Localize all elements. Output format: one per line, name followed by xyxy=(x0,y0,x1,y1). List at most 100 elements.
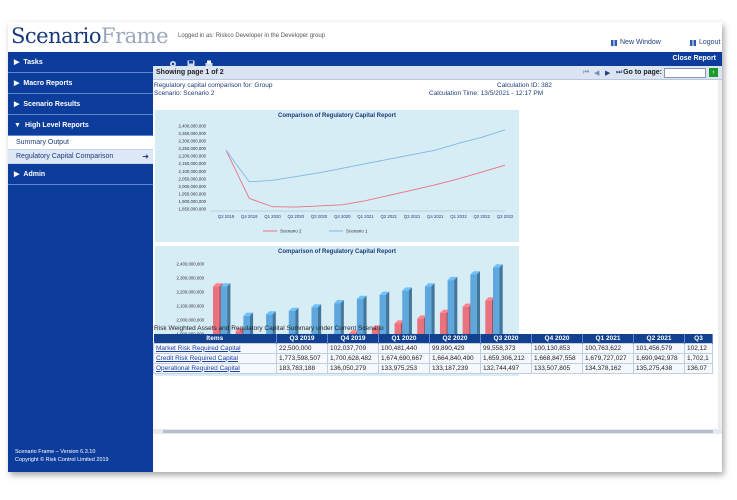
sidebar-section-scenario-results[interactable]: ▶ Scenario Results xyxy=(8,94,153,115)
bar xyxy=(288,310,296,348)
table-row: Credit Risk Required Capital 1,773,598,5… xyxy=(153,352,713,364)
first-page-icon[interactable]: ⏮ xyxy=(583,69,590,76)
table-cell: 136,050,279 xyxy=(327,362,379,374)
sidebar-section-macro-reports[interactable]: ▶ Macro Reports xyxy=(8,73,153,94)
bar-side xyxy=(431,283,435,348)
sidebar-item-regulatory-capital-comparison[interactable]: Regulatory Capital Comparison ➜ xyxy=(8,150,153,164)
sidebar-section-label: Macro Reports xyxy=(23,79,73,87)
bar-top xyxy=(424,283,435,287)
sidebar-item-summary-output[interactable]: Summary Output xyxy=(8,136,153,150)
close-report-button[interactable]: Close Report xyxy=(672,55,716,62)
operational-capital-link[interactable]: Operational Required Capital xyxy=(153,362,277,374)
new-window-link[interactable]: New Window xyxy=(611,39,661,46)
goto-page-input[interactable] xyxy=(664,68,706,78)
bar-top xyxy=(235,328,246,332)
next-page-icon[interactable]: ▶ xyxy=(605,70,611,77)
market-risk-link[interactable]: Market Risk Required Capital xyxy=(153,342,277,354)
series-line xyxy=(225,129,506,183)
collapse-arrow-icon: ▼ xyxy=(14,121,21,129)
sidebar-section-admin[interactable]: ▶ Admin xyxy=(8,164,153,185)
table-cell: 136,07 xyxy=(684,362,713,374)
sidebar: ▶ Tasks ▶ Macro Reports ▶ Scenario Results … xyxy=(8,52,153,472)
bar-side xyxy=(227,283,231,348)
new-window-icon xyxy=(611,39,617,46)
bar xyxy=(470,274,477,348)
logo-light-text: Frame xyxy=(101,24,169,48)
line-chart-title: Comparison of Regulatory Capital Report xyxy=(277,113,396,119)
table-cell: 133,975,253 xyxy=(378,362,430,374)
line-chart-card: 2,400,000,000 2,350,000,000 2,300,000,000 2… xyxy=(155,110,519,242)
y-tick-label: 2,150,000,000 xyxy=(179,161,207,166)
expand-arrow-icon: ▶ xyxy=(14,80,20,87)
x-tick-label: Q2 2020 xyxy=(288,214,305,219)
bar-top xyxy=(447,276,458,281)
sidebar-section-label: Tasks xyxy=(23,58,43,66)
table-cell: 1,702,1 xyxy=(684,352,713,364)
comparison-for-text: Regulatory capital comparison for: Group xyxy=(154,82,273,89)
x-tick-label: Q4 2021 xyxy=(427,214,444,219)
bar xyxy=(493,267,500,348)
table-cell: 132,744,497 xyxy=(480,362,532,374)
credit-risk-link[interactable]: Credit Risk Required Capital xyxy=(153,352,277,364)
table-cell: 99,890,429 xyxy=(429,342,481,354)
bar-top xyxy=(439,309,450,313)
prev-page-icon[interactable]: ◀ xyxy=(594,70,600,77)
scrollbar-thumb[interactable] xyxy=(163,430,713,433)
table-cell: 100,481,440 xyxy=(378,342,430,354)
print-icon[interactable] xyxy=(205,55,213,67)
column-header: Q3 xyxy=(684,334,713,343)
last-page-icon[interactable]: ⏭ xyxy=(616,69,623,76)
table-cell: 102,12 xyxy=(684,342,713,354)
table-cell: 1,659,306,212 xyxy=(480,352,532,364)
gear-icon[interactable] xyxy=(169,55,177,67)
copyright-text: Copyright © Risk Control Limited 2019 xyxy=(15,457,109,463)
table-cell: 102,037,709 xyxy=(327,342,379,354)
report-toolbar: Close Report xyxy=(153,52,722,68)
vertical-scrollbar[interactable] xyxy=(718,80,722,430)
bar xyxy=(311,307,318,348)
bar-top xyxy=(371,325,382,329)
bar-top xyxy=(402,287,412,291)
bar xyxy=(462,306,470,348)
page-status: Showing page 1 of 2 xyxy=(156,69,224,76)
column-header: Q1 2020 xyxy=(378,334,430,343)
table-cell: 1,664,840,490 xyxy=(429,352,481,364)
new-window-label: New Window xyxy=(620,39,661,46)
logout-link[interactable]: Logout xyxy=(690,39,720,46)
bar xyxy=(439,313,447,348)
y-tick-label: 2,100,000,000 xyxy=(179,169,207,174)
legend-label: Scenario 2 xyxy=(280,229,302,234)
save-icon[interactable] xyxy=(187,55,195,68)
y-tick-label: 1,900,000,000 xyxy=(179,199,207,204)
sidebar-section-tasks[interactable]: ▶ Tasks xyxy=(8,52,153,73)
logout-icon xyxy=(690,39,696,46)
column-header: Q4 2019 xyxy=(327,334,379,343)
sidebar-section-label: Admin xyxy=(23,170,46,178)
active-arrow-icon: ➜ xyxy=(142,152,149,161)
table-cell: 133,187,239 xyxy=(429,362,481,374)
column-header: Q3 2019 xyxy=(276,334,328,343)
report-header: Regulatory capital comparison for: Group… xyxy=(153,80,722,98)
bar-side xyxy=(386,291,390,348)
bar-top xyxy=(470,271,481,275)
bar xyxy=(424,286,432,348)
bar xyxy=(356,299,364,348)
bar xyxy=(213,286,220,348)
x-tick-label: Q1 2022 xyxy=(450,214,467,219)
sidebar-footer: Scenario Frame – Version 6.3.10 Copyrigh… xyxy=(15,448,109,464)
sidebar-section-label: Scenario Results xyxy=(23,100,81,108)
table-cell: 22,500,000 xyxy=(276,342,328,354)
table-cell: 1,674,690,667 xyxy=(378,352,430,364)
table-row: Market Risk Required Capital 22,500,000 … xyxy=(153,342,713,354)
column-header: Q2 2020 xyxy=(429,334,481,343)
y-tick-label: 2,300,000,000 xyxy=(177,276,205,281)
horizontal-scrollbar[interactable] xyxy=(153,429,722,434)
go-button[interactable]: › xyxy=(709,68,718,77)
summary-title: Risk Weighted Assets and Regulatory Capi… xyxy=(154,325,384,332)
sidebar-section-high-level-reports[interactable]: ▼ High Level Reports xyxy=(8,115,153,136)
main-content: Close Report Showing page 1 of 2 ⏮ ◀ ▶ ⏭… xyxy=(153,52,722,472)
bar-chart-title: Comparison of Regulatory Capital Report xyxy=(277,249,396,255)
summary-table: Items Q3 2019 Q4 2019 Q1 2020 Q2 2020 Q3… xyxy=(153,334,713,374)
y-tick-label: 2,250,000,000 xyxy=(179,146,207,151)
top-bar: ScenarioFrame Logged in as: Riskco Devel… xyxy=(8,22,722,52)
